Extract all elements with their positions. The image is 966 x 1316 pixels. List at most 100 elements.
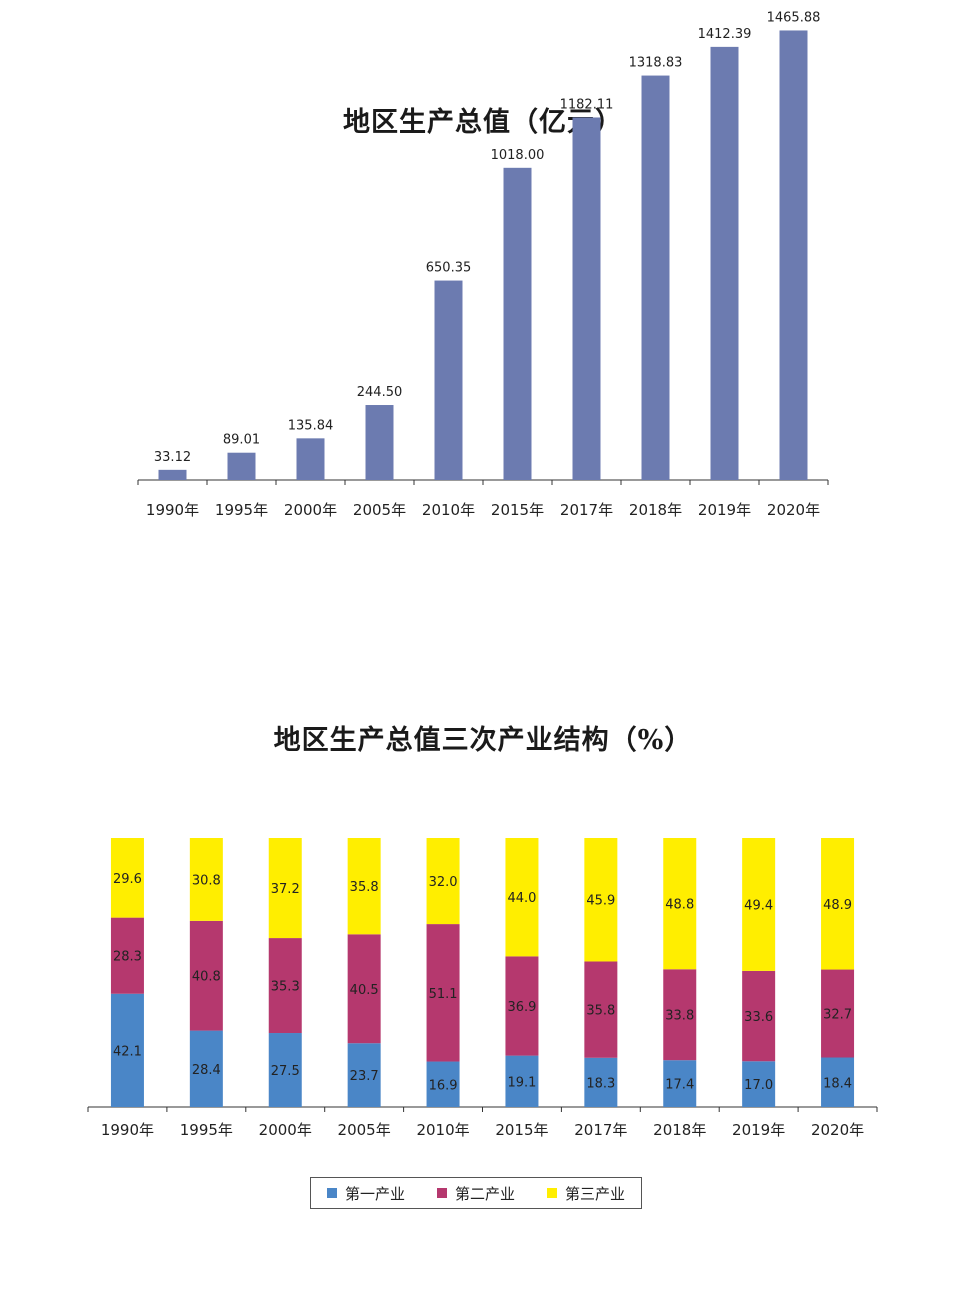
segment-value-label: 27.5 bbox=[271, 1064, 300, 1079]
x-tick-label: 2019年 bbox=[732, 1121, 785, 1139]
stack-segment bbox=[426, 1061, 460, 1107]
legend-swatch-secondary bbox=[436, 1188, 447, 1198]
stack-segment bbox=[584, 961, 618, 1058]
x-tick-label: 2005年 bbox=[338, 1121, 391, 1139]
segment-value-label: 32.7 bbox=[823, 1008, 852, 1023]
gdp-value-label: 1412.39 bbox=[698, 27, 752, 42]
stack-segment bbox=[663, 838, 697, 970]
x-tick-label: 2015年 bbox=[495, 1121, 548, 1139]
segment-value-label: 19.1 bbox=[507, 1075, 536, 1090]
segment-value-label: 48.8 bbox=[665, 898, 694, 913]
stack-segment bbox=[268, 1033, 302, 1107]
stack-segment bbox=[821, 1057, 855, 1107]
segment-value-label: 45.9 bbox=[586, 894, 615, 909]
gdp-value-label: 135.84 bbox=[288, 418, 334, 433]
industry-structure-chart: 42.1 28.3 29.6 1990年 28.4 40.8 30.8 1995年 27.5 35… bbox=[87, 838, 878, 1139]
x-tick-label: 1995年 bbox=[180, 1121, 233, 1139]
x-tick-label: 2018年 bbox=[653, 1121, 706, 1139]
segment-value-label: 16.9 bbox=[429, 1078, 458, 1093]
stack-segment bbox=[584, 838, 618, 962]
stack-segment bbox=[426, 838, 460, 925]
x-tick-label: 1995年 bbox=[215, 501, 268, 519]
legend-label-primary: 第一产业 bbox=[344, 1184, 405, 1203]
x-tick-label: 2017年 bbox=[574, 1121, 627, 1139]
x-tick-label: 1990年 bbox=[146, 501, 199, 519]
segment-value-label: 37.2 bbox=[271, 882, 300, 897]
legend: 第一产业 第二产业 第三产业 bbox=[310, 1177, 642, 1209]
x-tick-label: 2015年 bbox=[491, 501, 544, 519]
segment-value-label: 40.5 bbox=[350, 983, 379, 998]
stack-segment bbox=[663, 1060, 697, 1107]
stack-segment bbox=[505, 838, 539, 957]
gdp-value-label: 1318.83 bbox=[629, 56, 683, 71]
gdp-value-label: 1018.00 bbox=[491, 148, 545, 163]
stack-segment bbox=[189, 838, 223, 921]
segment-value-label: 17.0 bbox=[744, 1078, 773, 1093]
segment-value-label: 29.6 bbox=[113, 872, 142, 887]
x-tick-label: 2020年 bbox=[811, 1121, 864, 1139]
stack-segment bbox=[742, 1061, 776, 1107]
gdp-bar bbox=[641, 75, 670, 480]
gdp-bar bbox=[227, 452, 256, 480]
chart-title-structure: 地区生产总值三次产业结构（%） bbox=[273, 725, 693, 756]
segment-value-label: 30.8 bbox=[192, 873, 221, 888]
stack-segment bbox=[742, 970, 776, 1062]
legend-item-tertiary: 第三产业 bbox=[546, 1183, 625, 1204]
gdp-bar bbox=[779, 30, 808, 480]
x-tick-label: 1990年 bbox=[101, 1121, 154, 1139]
segment-value-label: 35.8 bbox=[350, 880, 379, 895]
legend-label-secondary: 第二产业 bbox=[454, 1184, 515, 1203]
x-tick-label: 2010年 bbox=[416, 1121, 469, 1139]
segment-value-label: 23.7 bbox=[350, 1069, 379, 1084]
gdp-bar bbox=[572, 117, 601, 480]
segment-value-label: 40.8 bbox=[192, 970, 221, 985]
segment-value-label: 35.8 bbox=[586, 1004, 615, 1019]
segment-value-label: 28.4 bbox=[192, 1063, 221, 1078]
gdp-bar bbox=[710, 46, 739, 480]
gdp-bar bbox=[296, 438, 325, 480]
stack-segment bbox=[347, 934, 381, 1044]
stack-segment bbox=[584, 1057, 618, 1107]
stack-segment bbox=[505, 1055, 539, 1107]
legend-swatch-primary bbox=[326, 1188, 337, 1198]
segment-value-label: 18.3 bbox=[586, 1076, 615, 1091]
segment-value-label: 17.4 bbox=[665, 1078, 694, 1093]
gdp-bar bbox=[503, 167, 532, 480]
stack-segment bbox=[821, 838, 855, 970]
segment-value-label: 48.9 bbox=[823, 898, 852, 913]
stack-segment bbox=[189, 920, 223, 1031]
gdp-value-label: 1465.88 bbox=[767, 10, 821, 25]
segment-value-label: 44.0 bbox=[507, 891, 536, 906]
x-tick-label: 2019年 bbox=[698, 501, 751, 519]
gdp-value-label: 33.12 bbox=[154, 450, 191, 465]
stack-segment bbox=[110, 838, 144, 918]
segment-value-label: 42.1 bbox=[113, 1044, 142, 1059]
legend-item-secondary: 第二产业 bbox=[436, 1183, 515, 1204]
stack-segment bbox=[347, 838, 381, 935]
stack-segment bbox=[189, 1030, 223, 1107]
legend-swatch-tertiary bbox=[546, 1188, 557, 1198]
stack-segment bbox=[268, 838, 302, 939]
segment-value-label: 49.4 bbox=[744, 898, 773, 913]
segment-value-label: 28.3 bbox=[113, 950, 142, 965]
stack-segment bbox=[742, 838, 776, 971]
x-tick-label: 2020年 bbox=[767, 501, 820, 519]
stack-segment bbox=[110, 917, 144, 994]
segment-value-label: 36.9 bbox=[507, 1000, 536, 1015]
x-tick-label: 2000年 bbox=[284, 501, 337, 519]
gdp-value-label: 650.35 bbox=[426, 261, 472, 276]
segment-value-label: 33.6 bbox=[744, 1010, 773, 1025]
gdp-bar bbox=[365, 405, 394, 480]
gdp-value-label: 1182.11 bbox=[560, 97, 614, 112]
stack-segment bbox=[110, 993, 144, 1107]
gdp-bar-chart: 33.12 1990年 89.01 1995年 135.84 2000年 244.50 200… bbox=[137, 10, 829, 519]
x-tick-label: 2017年 bbox=[560, 501, 613, 519]
stack-segment bbox=[268, 938, 302, 1034]
gdp-bar bbox=[158, 469, 187, 480]
segment-value-label: 35.3 bbox=[271, 980, 300, 995]
segment-value-label: 33.8 bbox=[665, 1009, 694, 1024]
gdp-bar bbox=[434, 280, 463, 480]
stack-segment bbox=[663, 969, 697, 1061]
x-tick-label: 2000年 bbox=[259, 1121, 312, 1139]
gdp-value-label: 89.01 bbox=[223, 433, 260, 448]
